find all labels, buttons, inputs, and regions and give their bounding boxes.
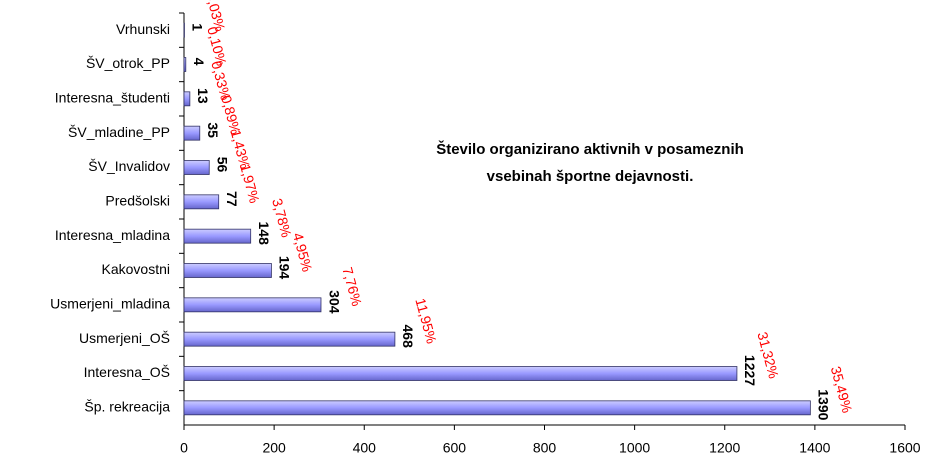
title-box: Število organizirano aktivnih v posamezn…	[436, 141, 744, 185]
y-tick-label: Interesna_študenti	[55, 90, 170, 106]
value-label: 13	[195, 88, 211, 104]
x-tick-label: 1600	[889, 440, 920, 456]
value-label: 1	[190, 23, 206, 31]
value-label: 4	[191, 58, 207, 66]
bar	[183, 160, 210, 175]
bar	[183, 57, 187, 72]
x-tick-label: 0	[180, 440, 188, 456]
value-label: 56	[215, 157, 231, 173]
y-tick-label: Šp. rekreacija	[84, 399, 170, 415]
value-label: 194	[277, 256, 293, 280]
y-tick-label: Interesna_mladina	[55, 227, 170, 243]
y-tick-label: ŠV_mladine_PP	[68, 124, 170, 140]
bar	[183, 297, 322, 313]
value-label: 35	[205, 122, 221, 138]
bar	[183, 194, 220, 210]
x-tick-label: 1200	[709, 440, 740, 456]
y-tick-label: ŠV_otrok_PP	[86, 55, 170, 71]
value-label: 148	[256, 221, 272, 245]
y-tick-label: Usmerjeni_OŠ	[79, 330, 170, 346]
value-label: 304	[326, 290, 342, 314]
x-tick-label: 400	[353, 440, 377, 456]
bar	[183, 228, 252, 244]
bar	[183, 263, 272, 278]
bar	[183, 91, 191, 107]
value-label: 468	[400, 324, 416, 348]
x-tick-label: 800	[533, 440, 557, 456]
chart-title: Število organizirano aktivnih v posamezn…	[436, 141, 744, 185]
x-tick-label: 200	[262, 440, 286, 456]
bar	[183, 400, 811, 416]
y-tick-label: Predšolski	[105, 193, 170, 209]
y-tick-label: Interesna_OŠ	[84, 364, 170, 380]
x-tick-label: 600	[443, 440, 467, 456]
x-tick-label: 1000	[619, 440, 650, 456]
bar	[183, 331, 396, 347]
bar	[183, 366, 738, 381]
y-tick-label: Usmerjeni_mladina	[50, 296, 170, 312]
x-tick-label: 1400	[799, 440, 830, 456]
value-label: 1390	[816, 389, 832, 420]
value-label: 77	[224, 191, 240, 207]
value-label: 1227	[742, 355, 758, 386]
y-tick-label: Kakovostni	[102, 261, 170, 277]
y-tick-label: ŠV_Invalidov	[88, 158, 170, 174]
y-tick-label: Vrhunski	[116, 21, 170, 37]
bar	[183, 125, 201, 141]
